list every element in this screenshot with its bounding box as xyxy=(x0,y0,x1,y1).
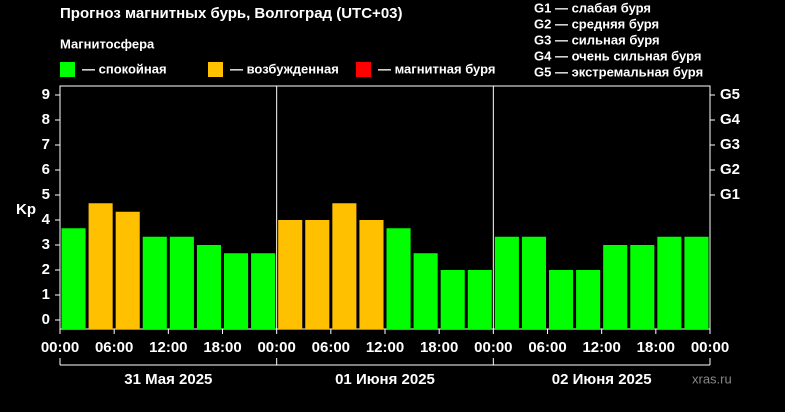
bar xyxy=(169,236,194,329)
x-tick-label: 06:00 xyxy=(528,339,566,356)
y-tick-label: 5 xyxy=(42,186,50,203)
x-tick-label: 12:00 xyxy=(149,339,187,356)
scale-item: G2 — средняя буря xyxy=(534,16,659,31)
bar xyxy=(521,236,546,329)
bar xyxy=(332,203,357,329)
y2-tick-label: G3 xyxy=(720,136,740,153)
y-axis-label: Kp xyxy=(16,201,36,218)
y-tick-label: 1 xyxy=(42,286,50,303)
x-tick-label: 18:00 xyxy=(203,339,241,356)
y-tick-label: 7 xyxy=(42,136,50,153)
legend-title: Магнитосфера xyxy=(60,36,155,51)
bar xyxy=(251,253,276,329)
legend-swatch xyxy=(208,62,223,77)
chart-title: Прогноз магнитных бурь, Волгоград (UTC+0… xyxy=(60,5,403,22)
y2-tick-label: G1 xyxy=(720,186,740,203)
y2-tick-label: G5 xyxy=(720,86,740,103)
y-tick-label: 9 xyxy=(42,86,50,103)
scale-item: G4 — очень сильная буря xyxy=(534,48,701,63)
scale-item: G1 — слабая буря xyxy=(534,0,651,15)
bar xyxy=(278,220,303,329)
y-tick-label: 4 xyxy=(42,211,51,228)
x-tick-label: 00:00 xyxy=(257,339,295,356)
x-tick-label: 12:00 xyxy=(366,339,404,356)
x-tick-label: 18:00 xyxy=(637,339,675,356)
bar xyxy=(440,270,465,329)
bar xyxy=(467,270,492,329)
bar xyxy=(549,270,574,329)
bar xyxy=(224,253,249,329)
bar xyxy=(61,228,86,329)
x-tick-label: 12:00 xyxy=(582,339,620,356)
legend-swatch xyxy=(356,62,371,77)
bar xyxy=(196,245,221,329)
bar xyxy=(305,220,330,329)
day-label: 31 Мая 2025 xyxy=(124,371,212,388)
bar xyxy=(657,236,682,329)
y-tick-label: 0 xyxy=(42,311,50,328)
y2-tick-label: G4 xyxy=(720,111,741,128)
bar xyxy=(88,203,113,329)
y-tick-label: 3 xyxy=(42,236,50,253)
day-label: 01 Июня 2025 xyxy=(335,371,435,388)
bar xyxy=(576,270,601,329)
bar xyxy=(142,236,167,329)
day-label: 02 Июня 2025 xyxy=(552,371,652,388)
y-tick-label: 8 xyxy=(42,111,50,128)
legend-label: — магнитная буря xyxy=(378,61,495,76)
y2-tick-label: G2 xyxy=(720,161,740,178)
x-tick-label: 06:00 xyxy=(312,339,350,356)
x-tick-label: 00:00 xyxy=(691,339,729,356)
bar xyxy=(494,236,519,329)
scale-item: G5 — экстремальная буря xyxy=(534,64,703,79)
legend-swatch xyxy=(60,62,75,77)
x-tick-label: 06:00 xyxy=(95,339,133,356)
bar xyxy=(684,236,709,329)
bar xyxy=(603,245,628,329)
scale-item: G3 — сильная буря xyxy=(534,32,660,47)
bar xyxy=(630,245,655,329)
watermark: xras.ru xyxy=(692,371,732,386)
x-tick-label: 00:00 xyxy=(41,339,79,356)
bar xyxy=(413,253,438,329)
x-tick-label: 00:00 xyxy=(474,339,512,356)
legend-label: — спокойная xyxy=(82,61,167,76)
y-tick-label: 2 xyxy=(42,261,50,278)
bar xyxy=(115,211,140,329)
legend-label: — возбужденная xyxy=(230,61,339,76)
x-tick-label: 18:00 xyxy=(420,339,458,356)
bar xyxy=(386,228,411,329)
y-tick-label: 6 xyxy=(42,161,50,178)
bar xyxy=(359,220,384,329)
